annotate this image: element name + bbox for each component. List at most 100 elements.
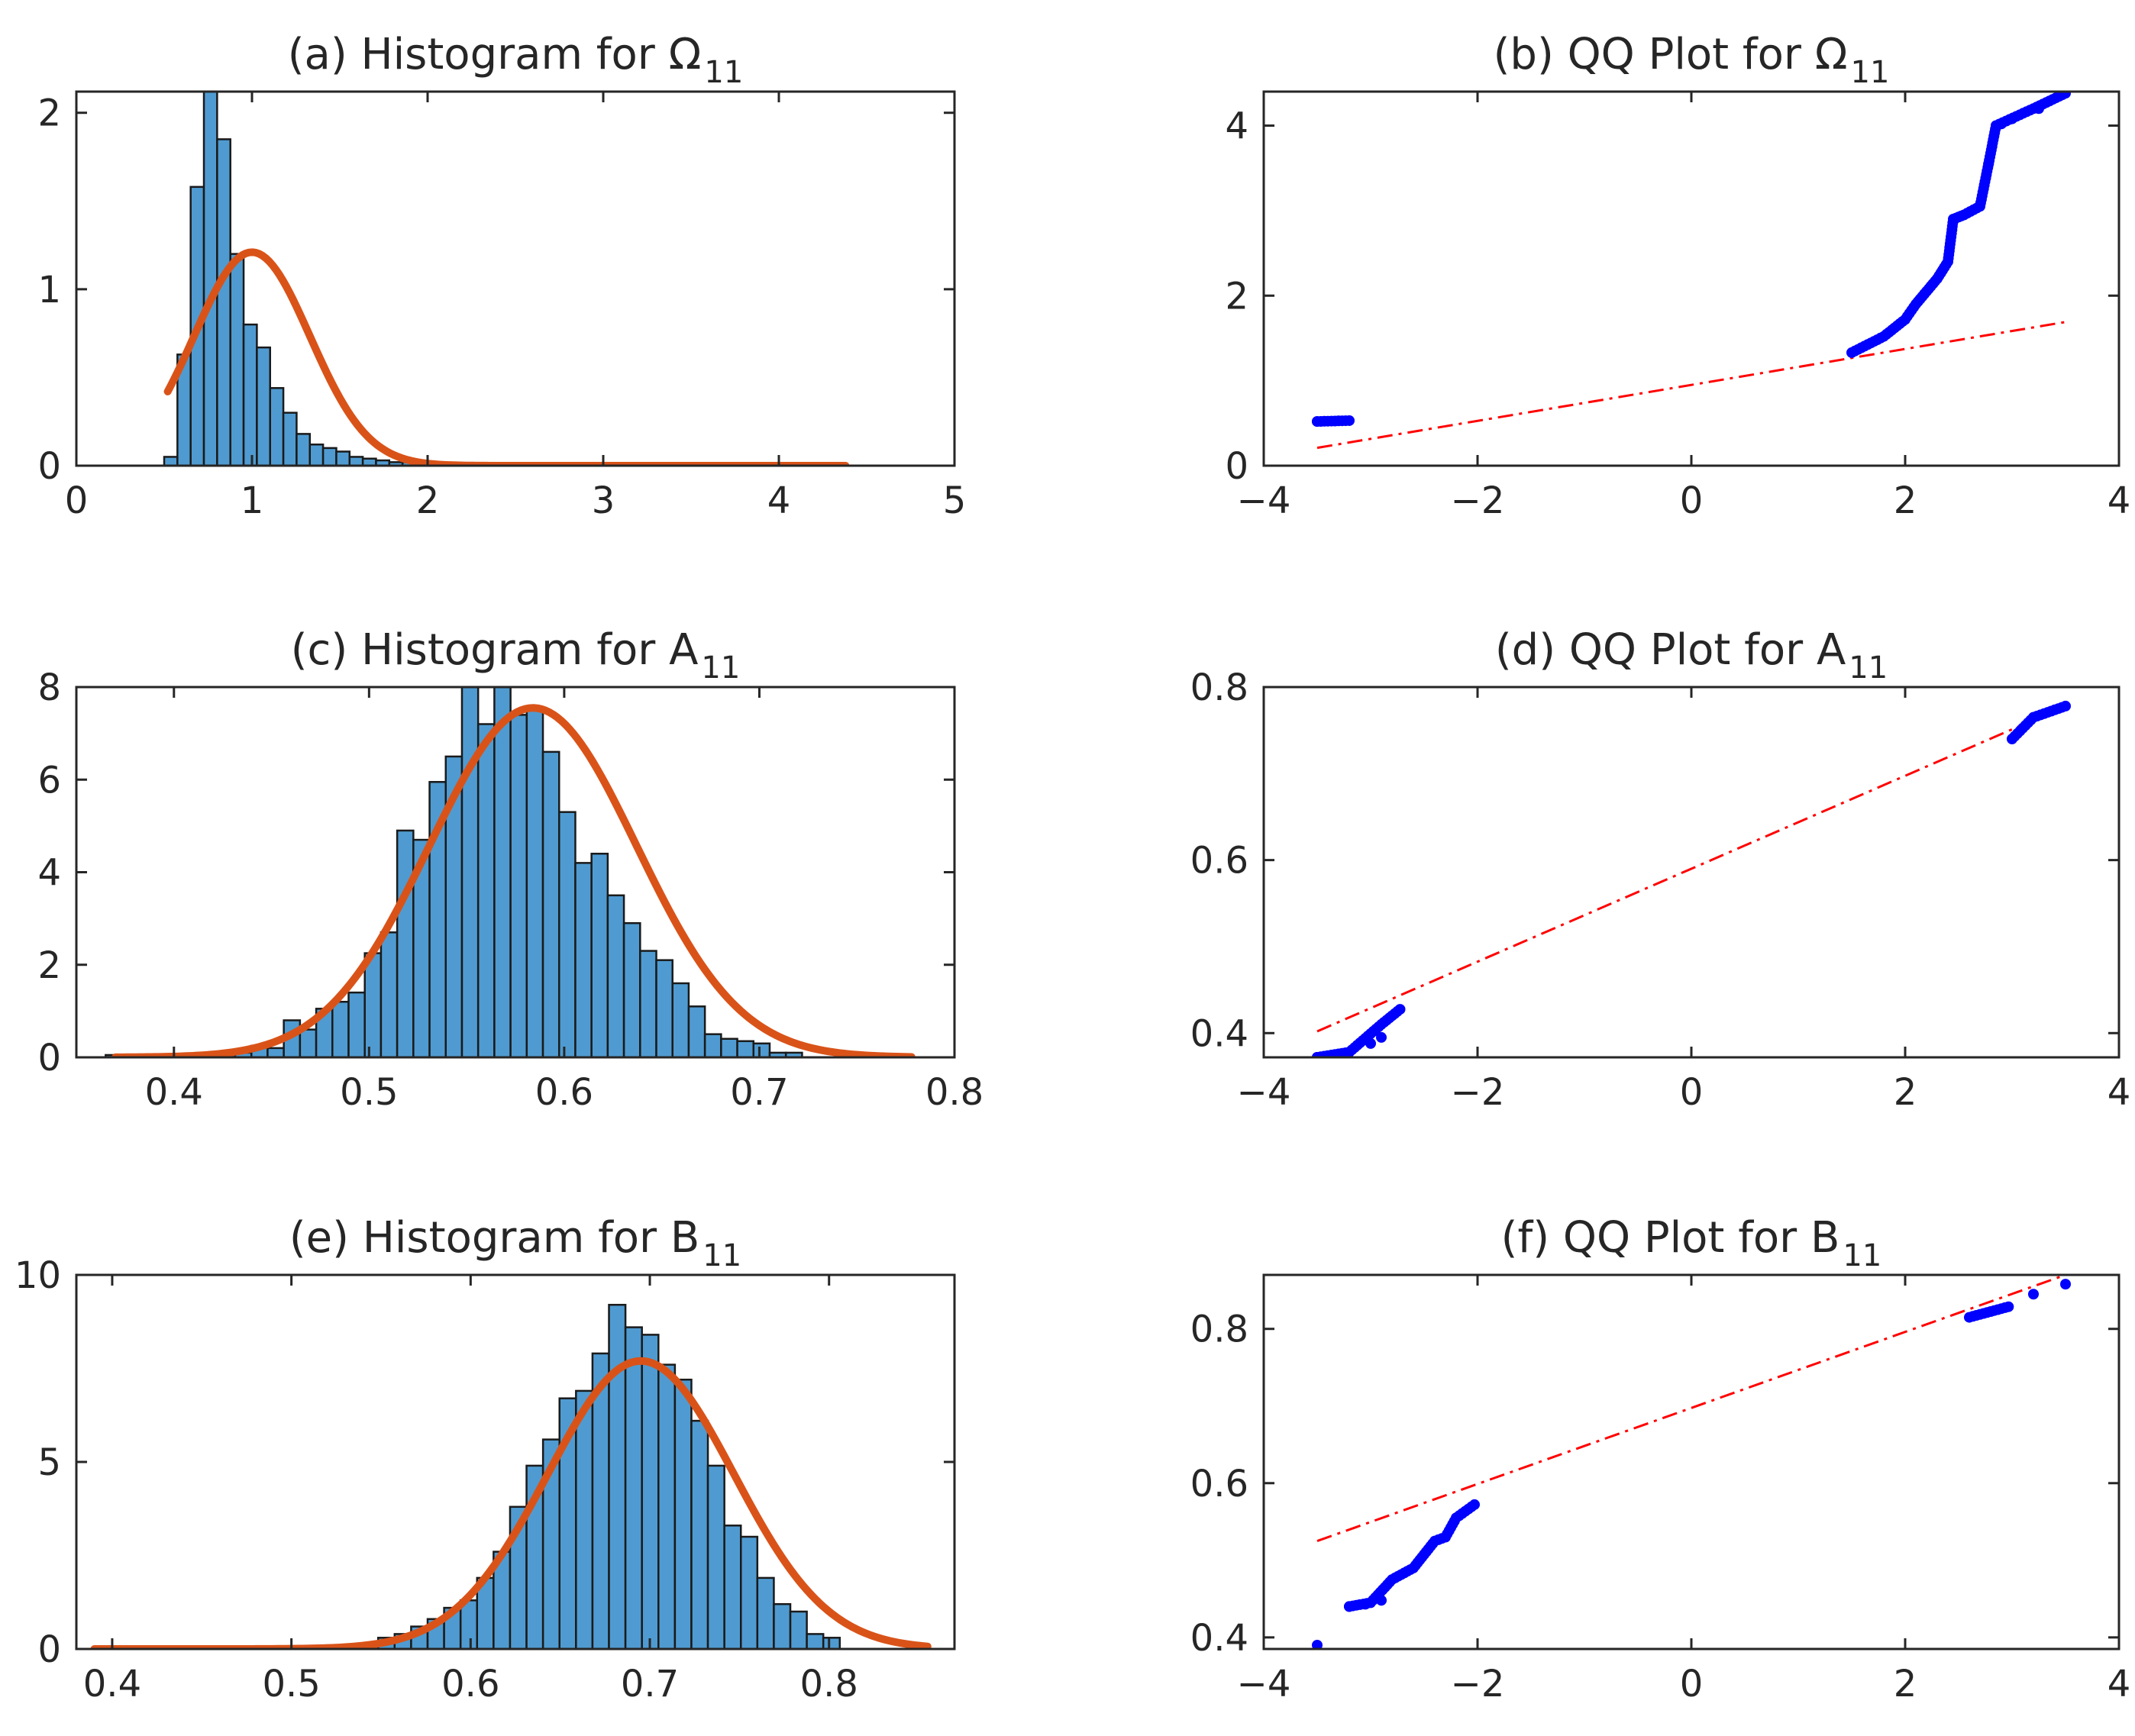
x-tick-label: 1 [241,479,264,522]
y-tick-label: 4 [1225,105,1248,148]
y-tick-label: 0 [1225,445,1248,488]
x-tick-label: 0 [1680,1071,1704,1114]
qq-point [1996,118,2007,130]
y-tick-label: 0.6 [1190,840,1248,883]
qq-point [1376,1031,1387,1043]
histogram-bar [459,1599,479,1649]
y-tick-label: 0.4 [1190,1617,1248,1660]
histogram-bar [525,709,544,1057]
x-tick-label: −2 [1451,1071,1505,1114]
panel-d: (d) QQ Plot for A 11 −4 −2 0 2 4 0.4 0.6 0.8 [1190,625,2131,1114]
qq-point [1394,1004,1406,1015]
chart-title: (a) Histogram for Ω 11 [288,30,744,90]
panel-a: (a) Histogram for Ω 11 0 1 2 3 4 5 0 1 2 [37,30,966,522]
x-tick-label: 2 [1894,1071,1917,1114]
chart-title: (d) QQ Plot for A 11 [1495,625,1888,686]
panel-e: (e) Histogram for B 11 0.4 0.5 0.6 0.7 0.8 0 5 10 [15,1213,956,1705]
y-tick-label: 2 [37,944,61,987]
chart-title: (c) Histogram for A 11 [291,625,741,686]
histogram-bar [216,138,231,466]
qq-point [2060,92,2071,99]
qq-point [1312,416,1323,428]
histogram-bar [266,1047,285,1057]
histogram-bar [308,444,325,466]
histogram-bar [739,1535,759,1649]
qq-point [2060,1279,2071,1290]
histogram-bar [639,950,657,1057]
histogram-bar [608,1303,627,1649]
histogram-bar [348,456,364,466]
histogram-bar [720,1037,738,1057]
histogram-bar [773,1602,792,1649]
histogram-bar [202,92,218,466]
histogram-bar [624,1326,643,1649]
histogram-bar [822,1637,841,1649]
histogram-bar [671,982,690,1057]
axes-frame [1262,1273,2120,1650]
axes-frame [75,90,956,467]
histogram-bar [641,1334,660,1649]
y-tick-label: 0.8 [1190,1308,1248,1351]
x-tick-label: 0.7 [621,1663,679,1705]
plot-area [163,92,850,466]
x-tick-label: 5 [943,479,967,522]
y-tick-label: 2 [37,92,61,135]
x-tick-label: −4 [1237,1071,1291,1114]
qq-point [2028,712,2039,723]
histogram-bar [163,456,179,466]
histogram-bar [396,829,415,1057]
qq-point [1312,1052,1323,1057]
plot-area [1312,700,2071,1057]
x-tick-label: 0.8 [800,1663,858,1705]
x-tick-label: −2 [1451,1663,1505,1705]
histogram-bar [590,853,609,1057]
y-tick-label: 10 [15,1254,61,1297]
histogram-bar [622,921,641,1057]
histogram-bar [723,1525,742,1649]
x-tick-label: 4 [767,479,791,522]
qq-point [2028,1289,2039,1300]
qq-point [1983,158,1994,169]
x-tick-label: 0.6 [441,1663,499,1705]
histogram-bar [806,1633,825,1649]
y-tick-label: 1 [37,269,61,311]
histogram-bar [557,811,577,1057]
normal-fit-curve [111,704,916,1057]
histogram-bar [606,894,625,1057]
chart-title: (e) Histogram for B 11 [289,1213,741,1273]
plot-area [1312,92,2071,450]
y-tick-label: 8 [37,666,61,709]
y-tick-label: 6 [37,759,61,802]
reference-line [1316,705,2066,1033]
histogram-bar [574,862,593,1057]
histogram-bar [335,450,351,466]
qq-point [1360,1599,1371,1610]
histogram-bar [703,1033,722,1057]
histogram-bar [541,750,560,1057]
histogram-bar [690,1419,709,1649]
plot-area [105,687,916,1057]
qq-point [2003,1301,2014,1312]
histogram-bar [575,1389,594,1649]
histogram-bar [736,1040,755,1057]
x-tick-label: −4 [1237,1663,1291,1705]
histogram-bar [347,991,366,1057]
x-tick-label: 0.5 [262,1663,320,1705]
histogram-bar [493,687,512,1057]
x-tick-label: 2 [416,479,440,522]
histogram-bar [673,1378,693,1649]
x-tick-label: 0.4 [145,1071,203,1114]
qq-point [2033,103,2044,115]
histogram-bar [321,447,338,466]
reference-line [1316,321,2066,450]
histogram-bar [331,1001,350,1057]
x-tick-label: 0.8 [925,1071,984,1114]
x-tick-label: 0 [65,479,89,522]
histogram-bar [363,952,383,1057]
y-tick-label: 0 [37,1628,61,1671]
x-tick-label: 2 [1894,1663,1917,1705]
x-tick-label: 4 [2108,479,2131,522]
histogram-bar [282,411,298,466]
histogram-bar [476,723,496,1057]
